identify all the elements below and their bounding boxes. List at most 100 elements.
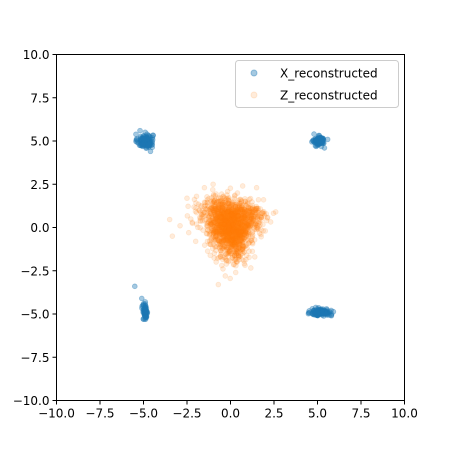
data-point (223, 218, 230, 224)
data-point (224, 210, 231, 217)
data-point (214, 236, 221, 242)
data-point (317, 134, 324, 141)
data-point (314, 309, 321, 316)
data-point (220, 214, 226, 220)
data-point (316, 132, 323, 139)
data-point (145, 141, 152, 148)
data-point (220, 212, 227, 219)
data-point (324, 309, 331, 316)
data-point (319, 137, 325, 144)
data-point (140, 302, 146, 308)
data-point (317, 306, 323, 313)
data-point (142, 306, 148, 313)
data-point (229, 236, 236, 243)
data-point (218, 231, 224, 238)
data-point (312, 308, 319, 315)
data-point (314, 135, 321, 142)
data-point (238, 225, 245, 231)
data-point (232, 227, 239, 234)
data-point (235, 234, 241, 240)
data-point (239, 231, 245, 238)
data-point (142, 304, 149, 310)
data-point (316, 139, 323, 145)
data-point (142, 306, 148, 313)
data-point (318, 307, 324, 314)
data-point (318, 307, 324, 314)
data-point (228, 237, 235, 243)
data-point (315, 312, 321, 318)
data-point (227, 217, 233, 223)
data-point (140, 138, 147, 145)
data-point (321, 145, 328, 151)
data-point (217, 228, 223, 235)
data-point (192, 238, 199, 245)
data-point (208, 220, 214, 227)
data-point (144, 131, 150, 137)
data-point (218, 225, 225, 231)
data-point (143, 303, 149, 310)
data-point (330, 308, 337, 315)
data-point (142, 304, 149, 311)
data-point (319, 139, 325, 146)
data-point (141, 137, 148, 144)
data-point (328, 311, 335, 317)
data-point (324, 307, 330, 313)
data-point (318, 310, 324, 316)
data-point (313, 137, 319, 143)
data-point (141, 309, 147, 316)
data-point (139, 137, 146, 144)
data-point (314, 140, 321, 146)
data-point (311, 139, 318, 146)
data-point (145, 142, 152, 149)
data-point (140, 140, 146, 147)
data-point (229, 222, 235, 229)
data-point (225, 214, 232, 220)
data-point (315, 141, 322, 148)
data-point (143, 140, 149, 147)
y-tick-label: 2.5 (30, 178, 49, 192)
data-point (313, 138, 320, 145)
data-point (143, 134, 150, 141)
data-point (143, 140, 150, 147)
data-point (195, 224, 201, 231)
x-tick-label: 7.5 (351, 407, 370, 421)
data-point (319, 140, 325, 146)
data-point (146, 138, 152, 145)
data-point (145, 136, 152, 142)
data-point (144, 142, 151, 148)
data-point (217, 244, 223, 251)
data-point (316, 137, 322, 144)
data-point (142, 311, 149, 317)
data-point (320, 308, 327, 314)
data-point (249, 248, 256, 255)
data-point (143, 307, 149, 314)
data-point (322, 309, 329, 316)
data-point (312, 310, 319, 317)
data-point (317, 139, 324, 145)
y-tick-label: 0.0 (30, 221, 49, 235)
data-point (144, 138, 151, 144)
data-point (312, 309, 318, 316)
data-point (211, 237, 217, 243)
data-point (224, 226, 230, 233)
data-point (147, 140, 153, 146)
data-point (314, 312, 321, 319)
data-point (315, 138, 322, 144)
data-point (221, 213, 227, 219)
data-point (237, 237, 244, 244)
data-point (318, 143, 325, 150)
data-point (317, 140, 324, 146)
data-point (142, 307, 149, 314)
data-point (142, 305, 148, 311)
data-point (315, 138, 322, 145)
data-point (189, 219, 196, 226)
data-point (142, 316, 148, 322)
data-point (221, 234, 228, 240)
data-point (324, 309, 331, 316)
data-point (316, 308, 323, 314)
data-point (310, 137, 317, 143)
data-point (317, 135, 324, 142)
data-point (314, 137, 321, 143)
data-point (326, 312, 332, 318)
data-point (243, 202, 249, 209)
